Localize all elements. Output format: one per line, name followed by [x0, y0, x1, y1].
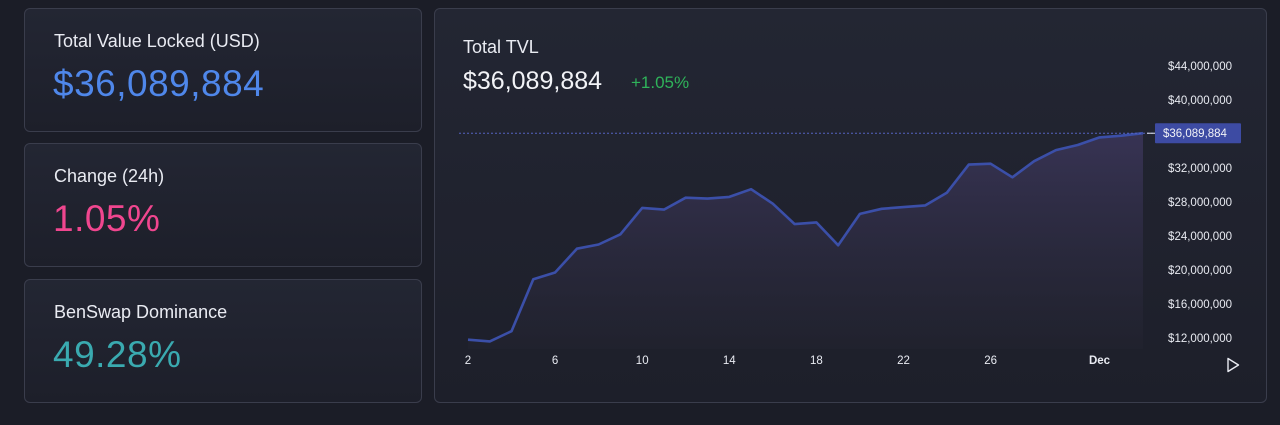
change-value: 1.05%: [53, 198, 161, 239]
x-tick-label: 26: [984, 355, 997, 367]
dominance-value: 49.28%: [53, 334, 182, 375]
chart-series-line: [467, 131, 1144, 343]
play-icon[interactable]: [1225, 357, 1241, 373]
y-tick-label: $44,000,000: [1168, 61, 1232, 73]
y-tick-label: $28,000,000: [1168, 197, 1232, 209]
y-tick-label: $40,000,000: [1168, 95, 1232, 107]
x-tick-label: 18: [810, 355, 823, 367]
tvl-chart-card: $12,000,000 $16,000,000 $20,000,000 $24,000…: [434, 8, 1267, 403]
current-value-label: $36,089,884: [1163, 128, 1228, 140]
tvl-value: $36,089,884: [53, 63, 265, 104]
change-stat-card: Change (24h) 1.05%: [24, 143, 422, 267]
y-tick-label: $12,000,000: [1168, 333, 1232, 345]
x-tick-label: 22: [897, 355, 910, 367]
y-tick-label: $32,000,000: [1168, 163, 1232, 175]
dominance-stat-card: BenSwap Dominance 49.28%: [24, 279, 422, 403]
x-tick-label: 10: [636, 355, 649, 367]
tvl-stat-card: Total Value Locked (USD) $36,089,884: [24, 8, 422, 132]
change-label: Change (24h): [54, 166, 165, 186]
chart-title: Total TVL: [463, 37, 539, 57]
chart-change: +1.05%: [631, 73, 690, 92]
y-tick-label: $16,000,000: [1168, 299, 1232, 311]
tvl-label: Total Value Locked (USD): [54, 31, 260, 51]
dominance-label: BenSwap Dominance: [54, 302, 228, 322]
current-value-badge: [1155, 123, 1241, 144]
x-tick-label: Dec: [1089, 355, 1111, 367]
y-tick-label: $20,000,000: [1168, 265, 1232, 277]
tvl-chart[interactable]: $12,000,000 $16,000,000 $20,000,000 $24,000…: [435, 9, 1266, 402]
x-tick-label: 14: [723, 355, 736, 367]
chart-value: $36,089,884: [463, 67, 603, 95]
x-tick-label: 2: [465, 355, 471, 367]
y-tick-label: $24,000,000: [1168, 231, 1232, 243]
chart-area-fill: [468, 133, 1143, 349]
x-tick-label: 6: [552, 355, 558, 367]
